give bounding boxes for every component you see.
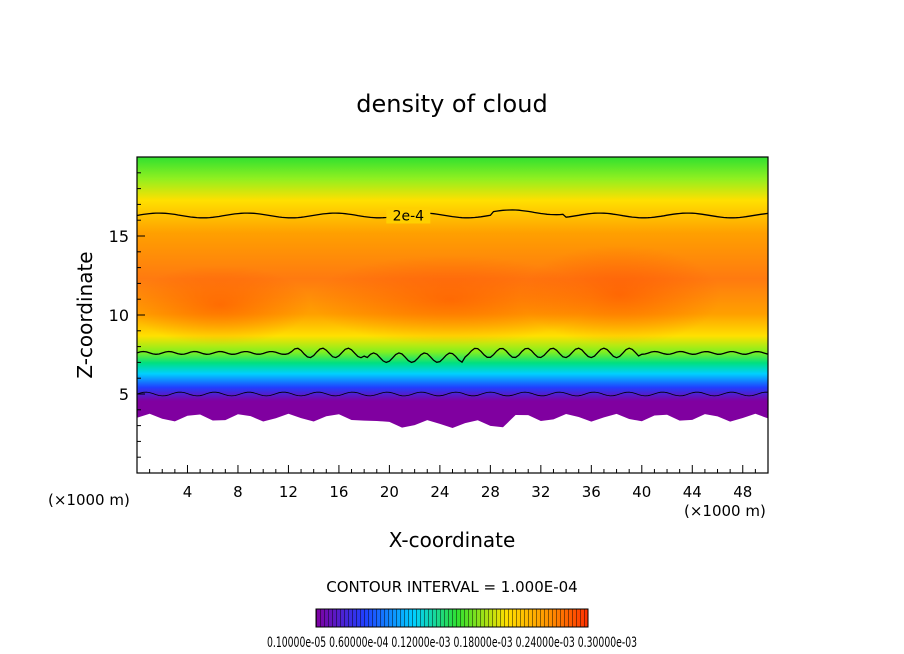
colorbar-level-marks xyxy=(316,609,588,627)
x-tick-label: 4 xyxy=(183,483,193,501)
x-tick-label: 28 xyxy=(481,483,500,501)
x-tick-label: 16 xyxy=(329,483,348,501)
x-unit-right: (×1000 m) xyxy=(684,502,766,520)
x-axis-title: X-coordinate xyxy=(389,528,516,552)
x-tick-label: 20 xyxy=(380,483,399,501)
y-tick-label: 15 xyxy=(109,227,129,246)
contour-label-bg xyxy=(386,207,431,224)
chart-title: density of cloud xyxy=(356,90,547,118)
contour-interval-text: CONTOUR INTERVAL = 1.000E-04 xyxy=(326,578,577,596)
x-tick-label: 32 xyxy=(531,483,550,501)
y-axis-title: Z-coordinate xyxy=(73,251,97,378)
contour-line xyxy=(137,391,768,397)
x-tick-label: 8 xyxy=(233,483,243,501)
contour-line xyxy=(137,209,768,219)
x-axis-ticks: 4 8 12 16 20 24 28 32 36 40 44 48 xyxy=(149,465,756,501)
x-tick-label: 48 xyxy=(733,483,752,501)
contour-line xyxy=(137,347,768,364)
contour-lines xyxy=(137,209,768,397)
x-tick-label: 36 xyxy=(582,483,601,501)
y-axis-ticks: 5 10 15 xyxy=(109,172,145,458)
x-tick-label: 40 xyxy=(632,483,651,501)
x-tick-label: 44 xyxy=(683,483,702,501)
contour-label: 2e-4 xyxy=(393,208,425,224)
cloud-core-center xyxy=(310,255,590,345)
colorbar-labels: 0.10000e-05 0.60000e-04 0.12000e-03 0.18… xyxy=(267,635,637,651)
y-tick-label: 10 xyxy=(109,306,129,325)
x-tick-label: 24 xyxy=(430,483,449,501)
cloud-core-left xyxy=(137,265,310,345)
y-tick-label: 5 xyxy=(119,385,129,404)
cloud-core-right xyxy=(520,245,720,345)
x-tick-label: 12 xyxy=(279,483,298,501)
x-unit-left: (×1000 m) xyxy=(48,491,130,509)
